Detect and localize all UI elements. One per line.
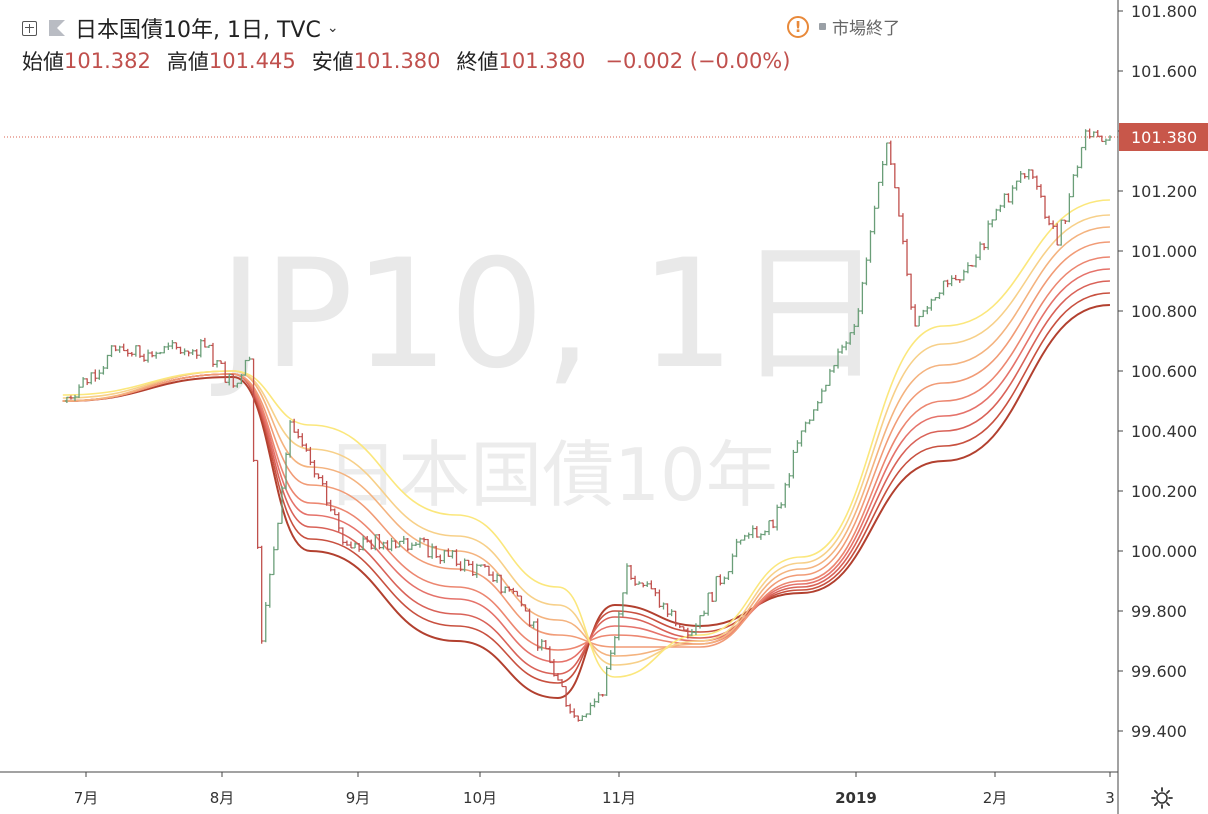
ribbon-line-4 <box>62 241 1110 648</box>
price-axis-label: 100.600 <box>1131 362 1197 381</box>
time-axis-label: 8月 <box>210 789 235 807</box>
open-value: 101.382 <box>64 49 151 73</box>
high-label: 高値 <box>166 50 209 74</box>
symbol-row: 日本国債10年, 1日, TVC ⌄ <box>22 12 339 44</box>
price-axis-label: 99.400 <box>1131 722 1187 741</box>
watermark-title: 日本国債10年 <box>326 433 778 517</box>
ribbon-group <box>62 199 1110 700</box>
status-dot-icon <box>819 23 826 30</box>
ribbon-line-9 <box>62 304 1110 700</box>
price-axis-label: 100.000 <box>1131 542 1197 561</box>
market-status-label: 市場終了 <box>832 19 900 39</box>
ribbon-line-8 <box>62 292 1110 684</box>
chart-header: 日本国債10年, 1日, TVC ⌄ 始値 101.382 高値 101.445… <box>0 0 1000 80</box>
chevron-down-icon[interactable]: ⌄ <box>326 20 339 36</box>
symbol-title[interactable]: 日本国債10年, 1日, TVC <box>75 18 321 43</box>
settings-gear-icon[interactable] <box>1150 786 1174 810</box>
time-axis-label: 2月 <box>983 789 1008 807</box>
ribbon-line-7 <box>62 280 1110 675</box>
ribbon-line-1 <box>62 199 1110 678</box>
high-value: 101.445 <box>208 49 296 73</box>
watermark: JP10, 1日 日本国債10年 <box>211 228 885 517</box>
price-axis-label: 101.600 <box>1131 62 1197 81</box>
close-label: 終値 <box>456 50 499 74</box>
price-axis-label: 101.800 <box>1131 2 1197 21</box>
price-axis-label: 100.400 <box>1131 422 1197 441</box>
time-axis-label: 11月 <box>602 789 636 807</box>
warning-icon[interactable]: ! <box>787 15 809 38</box>
ribbon-line-5 <box>62 256 1110 651</box>
price-axis-label: 99.800 <box>1131 602 1187 621</box>
price-axis-label: 101.000 <box>1131 242 1197 261</box>
low-label: 安値 <box>311 50 354 74</box>
close-value: 101.380 <box>498 49 586 73</box>
ribbon-line-2 <box>62 214 1110 666</box>
price-axis-label: 100.200 <box>1131 482 1197 501</box>
open-label: 始値 <box>22 50 64 74</box>
flag-icon <box>49 20 65 36</box>
price-bars-group <box>64 128 1112 722</box>
time-axis[interactable]: 7月 8月 9月 10月 11月 2019 2月 3 <box>0 771 1118 807</box>
last-price-badge <box>1119 123 1208 151</box>
price-axis-label: 99.600 <box>1131 662 1187 681</box>
low-value: 101.380 <box>353 49 441 73</box>
watermark-symbol: JP10, 1日 <box>211 228 885 402</box>
change-value: −0.002 (−0.00%) <box>605 49 791 73</box>
add-symbol-icon[interactable] <box>22 20 37 36</box>
price-axis-label: 100.800 <box>1131 302 1197 321</box>
time-axis-label: 9月 <box>346 789 371 807</box>
ohlc-row: 始値 101.382 高値 101.445 安値 101.380 終値 101.… <box>22 46 790 76</box>
time-axis-label: 3 <box>1105 789 1115 807</box>
price-axis[interactable]: 101.800101.600101.400101.200101.000100.8… <box>1117 0 1208 814</box>
time-axis-label: 2019 <box>835 789 877 807</box>
time-axis-label: 7月 <box>74 789 99 807</box>
price-axis-label: 101.200 <box>1131 182 1197 201</box>
market-status: ! 市場終了 <box>787 14 900 39</box>
time-axis-label: 10月 <box>463 789 497 807</box>
last-price-label: 101.380 <box>1131 128 1197 147</box>
